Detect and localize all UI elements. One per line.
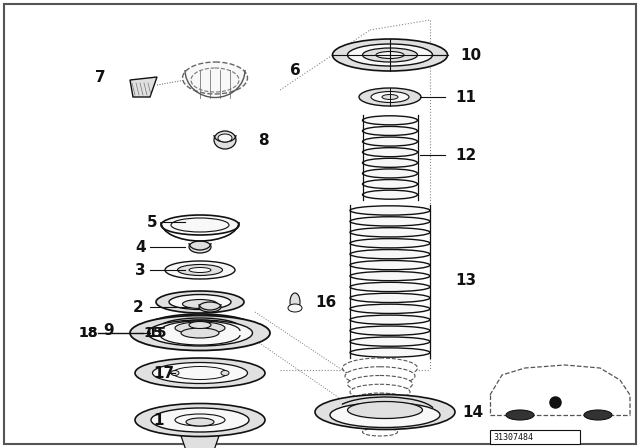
Ellipse shape: [147, 320, 253, 346]
Text: 14: 14: [462, 405, 483, 419]
Ellipse shape: [362, 190, 417, 199]
Ellipse shape: [161, 215, 239, 235]
Ellipse shape: [358, 410, 403, 422]
Ellipse shape: [182, 62, 248, 94]
Ellipse shape: [191, 68, 239, 92]
Ellipse shape: [350, 293, 430, 302]
Ellipse shape: [362, 428, 397, 436]
Ellipse shape: [189, 322, 211, 328]
Ellipse shape: [333, 39, 447, 71]
Ellipse shape: [171, 218, 229, 232]
Ellipse shape: [350, 228, 430, 237]
Ellipse shape: [171, 370, 179, 375]
Ellipse shape: [348, 44, 433, 66]
Ellipse shape: [290, 293, 300, 311]
Ellipse shape: [348, 401, 422, 418]
Ellipse shape: [169, 294, 231, 310]
Ellipse shape: [350, 384, 410, 400]
Ellipse shape: [584, 410, 612, 420]
Ellipse shape: [348, 375, 413, 392]
Ellipse shape: [506, 410, 534, 420]
Text: 18: 18: [78, 326, 97, 340]
Ellipse shape: [362, 148, 417, 157]
Ellipse shape: [350, 217, 430, 226]
Bar: [490, 430, 580, 444]
Text: 3: 3: [135, 263, 146, 277]
Polygon shape: [130, 77, 157, 97]
Ellipse shape: [181, 328, 219, 338]
Ellipse shape: [315, 395, 455, 430]
Ellipse shape: [353, 393, 408, 407]
Ellipse shape: [371, 91, 409, 103]
Ellipse shape: [165, 261, 235, 279]
Ellipse shape: [186, 418, 214, 426]
Text: 5: 5: [147, 215, 157, 229]
Text: 11: 11: [455, 90, 476, 104]
Ellipse shape: [359, 88, 421, 106]
Ellipse shape: [350, 206, 430, 215]
Ellipse shape: [350, 282, 430, 292]
Text: 15: 15: [147, 326, 166, 340]
Ellipse shape: [350, 326, 430, 335]
Ellipse shape: [182, 300, 218, 309]
Ellipse shape: [376, 52, 404, 59]
Ellipse shape: [350, 304, 430, 314]
Ellipse shape: [159, 318, 241, 338]
Ellipse shape: [350, 260, 430, 270]
Ellipse shape: [221, 370, 229, 375]
Ellipse shape: [214, 131, 236, 149]
Ellipse shape: [175, 322, 225, 334]
Text: 31307484: 31307484: [493, 432, 533, 441]
Ellipse shape: [350, 315, 430, 324]
Text: 12: 12: [455, 147, 476, 163]
Ellipse shape: [189, 267, 211, 272]
Text: 15: 15: [143, 326, 163, 340]
Ellipse shape: [350, 271, 430, 281]
Ellipse shape: [362, 126, 417, 135]
Ellipse shape: [189, 241, 211, 253]
Ellipse shape: [135, 358, 265, 388]
Ellipse shape: [218, 134, 232, 142]
Text: 13: 13: [455, 272, 476, 288]
Ellipse shape: [175, 414, 225, 426]
Text: 7: 7: [95, 69, 106, 85]
Ellipse shape: [145, 314, 255, 342]
Text: 10: 10: [460, 47, 481, 63]
Ellipse shape: [130, 315, 270, 350]
Text: 6: 6: [290, 63, 301, 78]
Polygon shape: [180, 433, 220, 448]
Ellipse shape: [151, 408, 249, 432]
Ellipse shape: [362, 116, 417, 125]
Ellipse shape: [330, 402, 440, 427]
Ellipse shape: [355, 402, 405, 414]
Ellipse shape: [362, 169, 417, 178]
Text: 16: 16: [315, 294, 336, 310]
Text: 4: 4: [135, 240, 146, 254]
Ellipse shape: [342, 358, 417, 378]
Ellipse shape: [173, 366, 227, 379]
Text: 17: 17: [153, 366, 174, 380]
Ellipse shape: [362, 48, 417, 62]
Ellipse shape: [360, 419, 400, 429]
Ellipse shape: [362, 180, 417, 189]
Ellipse shape: [350, 348, 430, 357]
Ellipse shape: [382, 95, 398, 99]
Ellipse shape: [156, 291, 244, 313]
Ellipse shape: [199, 302, 221, 312]
Ellipse shape: [135, 404, 265, 436]
Ellipse shape: [350, 337, 430, 346]
Ellipse shape: [362, 158, 417, 168]
Ellipse shape: [345, 367, 415, 385]
Text: 2: 2: [133, 300, 144, 314]
Text: 18: 18: [78, 326, 97, 340]
Ellipse shape: [152, 362, 248, 383]
Text: 1: 1: [153, 413, 163, 427]
Ellipse shape: [362, 137, 417, 146]
Ellipse shape: [350, 250, 430, 259]
Text: 8: 8: [258, 133, 269, 147]
Ellipse shape: [288, 304, 302, 312]
Ellipse shape: [177, 264, 223, 276]
Text: 9: 9: [103, 323, 114, 337]
Ellipse shape: [350, 239, 430, 248]
